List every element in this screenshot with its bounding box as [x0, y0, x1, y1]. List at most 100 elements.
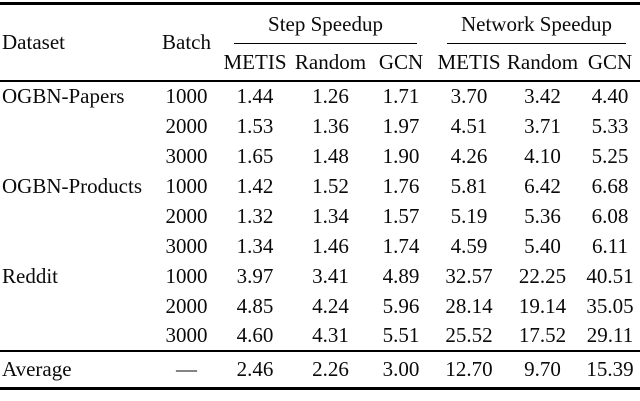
header-row-groups: Dataset Batch Step Speedup Network Speed… [0, 4, 640, 54]
col-header-network-random: Random [506, 49, 579, 74]
value-cell: 3.97 [236, 263, 274, 288]
speedup-table: Dataset Batch Step Speedup Network Speed… [0, 2, 640, 390]
value-cell: 1.48 [312, 143, 349, 168]
value-cell: 4.40 [580, 80, 640, 111]
value-cell: 4.51 [450, 113, 488, 138]
dataset-cell [0, 201, 155, 231]
table-header: Dataset Batch Step Speedup Network Speed… [0, 4, 640, 82]
table-row: 3000 1.34 1.46 1.74 4.59 5.40 6.11 [0, 231, 640, 261]
dataset-cell [0, 291, 155, 321]
value-cell: 5.96 [382, 293, 420, 318]
table-row: 2000 4.85 4.24 5.96 28.14 19.14 35.05 [0, 291, 640, 321]
table-row: 3000 4.60 4.31 5.51 25.52 17.52 29.11 [0, 321, 640, 351]
value-cell: 25.52 [445, 323, 493, 347]
dataset-cell [0, 321, 155, 351]
average-step-random: 2.26 [292, 350, 369, 388]
value-cell: 4.85 [236, 293, 274, 318]
value-cell: 1.46 [312, 233, 349, 258]
value-cell: 19.14 [518, 293, 567, 318]
value-cell: 1.36 [312, 113, 349, 138]
value-cell: 3.41 [312, 263, 349, 288]
value-cell: 1.53 [236, 113, 274, 138]
value-cell: 4.24 [312, 293, 349, 318]
value-cell: 5.25 [591, 143, 629, 168]
dataset-cell: Reddit [2, 263, 58, 288]
value-cell: 5.19 [450, 203, 488, 228]
value-cell: 5.81 [450, 173, 488, 198]
batch-cell: 2000 [165, 293, 208, 318]
table-row: 3000 1.65 1.48 1.90 4.26 4.10 5.25 [0, 141, 640, 171]
value-cell: 1.34 [312, 203, 349, 228]
value-cell: 28.14 [445, 293, 493, 318]
value-cell: 1.65 [236, 143, 274, 168]
value-cell: 1.74 [382, 233, 420, 258]
value-cell: 5.40 [524, 233, 561, 258]
table-footer: Average — 2.46 2.26 3.00 12.70 9.70 15.3… [0, 350, 640, 388]
table-row: 2000 1.32 1.34 1.57 5.19 5.36 6.08 [0, 201, 640, 231]
col-header-batch: Batch [162, 30, 211, 54]
group-label-network-speedup: Network Speedup [460, 11, 613, 36]
batch-cell: 2000 [165, 203, 208, 228]
value-cell: 5.33 [591, 113, 629, 138]
dataset-cell: OGBN-Products [2, 173, 142, 198]
average-step-metis: 2.46 [218, 350, 292, 388]
step-speedup-underline: Step Speedup [234, 5, 417, 44]
batch-cell: 2000 [165, 113, 208, 138]
value-cell: 1.26 [292, 80, 369, 111]
value-cell: 6.68 [591, 173, 629, 198]
value-cell: 1.42 [236, 173, 274, 198]
col-header-network-gcn: GCN [587, 49, 633, 74]
value-cell: 1.34 [236, 233, 274, 258]
batch-cell: 3000 [165, 323, 208, 347]
batch-cell: 1000 [165, 173, 208, 198]
network-speedup-underline: Network Speedup [447, 5, 626, 44]
batch-cell: 3000 [165, 143, 208, 168]
average-row: Average — 2.46 2.26 3.00 12.70 9.70 15.3… [0, 350, 640, 388]
value-cell: 6.11 [592, 233, 628, 258]
value-cell: 1.52 [312, 173, 349, 198]
value-cell: 1.90 [382, 143, 420, 168]
value-cell: 40.51 [586, 263, 634, 288]
average-label: Average [0, 350, 155, 388]
value-cell: 1.44 [218, 80, 292, 111]
col-header-dataset: Dataset [2, 30, 65, 54]
value-cell: 1.71 [369, 80, 433, 111]
table-row: OGBN-Papers 1000 1.44 1.26 1.71 3.70 3.42 4.40 [0, 80, 640, 111]
value-cell: 22.25 [518, 263, 567, 288]
value-cell: 5.51 [382, 323, 420, 347]
batch-cell: 1000 [155, 80, 218, 111]
average-network-random: 9.70 [505, 350, 580, 388]
value-cell: 32.57 [445, 263, 493, 288]
value-cell: 4.31 [312, 323, 349, 347]
col-header-network-metis: METIS [437, 49, 501, 74]
value-cell: 17.52 [518, 323, 567, 347]
dataset-cell [0, 111, 155, 141]
table-row: OGBN-Products 1000 1.42 1.52 1.76 5.81 6.42 6.6… [0, 171, 640, 201]
table-row: Reddit 1000 3.97 3.41 4.89 32.57 22.25 40.51 [0, 261, 640, 291]
average-network-gcn: 15.39 [580, 350, 640, 388]
value-cell: 1.57 [382, 203, 420, 228]
value-cell: 4.10 [524, 143, 561, 168]
col-header-step-gcn: GCN [378, 49, 424, 74]
value-cell: 3.70 [433, 80, 505, 111]
value-cell: 4.26 [450, 143, 488, 168]
col-group-step-speedup: Step Speedup [218, 4, 433, 44]
value-cell: 3.42 [505, 80, 580, 111]
dataset-cell: OGBN-Papers [0, 80, 155, 111]
value-cell: 4.60 [236, 323, 274, 347]
value-cell: 1.97 [382, 113, 420, 138]
col-group-network-speedup: Network Speedup [433, 4, 640, 44]
value-cell: 29.11 [586, 323, 634, 347]
dataset-cell [0, 231, 155, 261]
value-cell: 1.32 [236, 203, 274, 228]
table-body: OGBN-Papers 1000 1.44 1.26 1.71 3.70 3.42 4.40 2… [0, 80, 640, 351]
header-row-methods: METIS Random GCN METIS Random GCN [0, 44, 640, 81]
table-row: 2000 1.53 1.36 1.97 4.51 3.71 5.33 [0, 111, 640, 141]
value-cell: 35.05 [586, 293, 634, 318]
average-batch-dash: — [155, 350, 218, 388]
batch-cell: 3000 [165, 233, 208, 258]
group-label-step-speedup: Step Speedup [268, 11, 383, 36]
value-cell: 3.71 [524, 113, 561, 138]
col-header-step-metis: METIS [223, 49, 287, 74]
